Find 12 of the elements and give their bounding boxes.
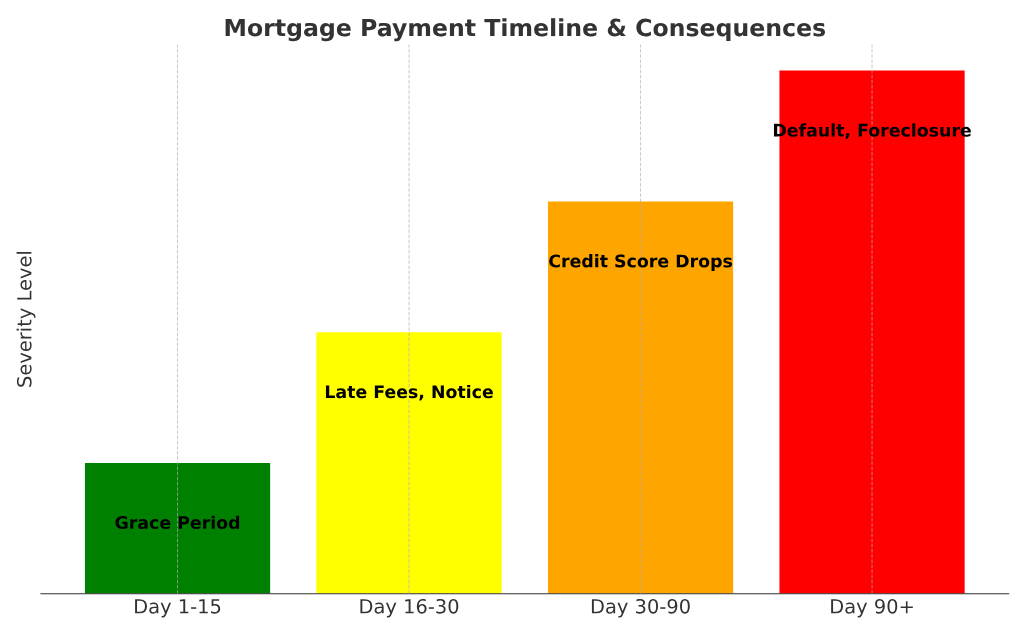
annotation: Late Fees, Notice xyxy=(325,384,493,401)
x-tick-label: Day 30-90 xyxy=(591,598,690,618)
annotation: Grace Period xyxy=(115,515,240,530)
bar xyxy=(547,201,734,594)
chart-title: Mortgage Payment Timeline & Consequences xyxy=(225,18,826,42)
x-tick-label: Day 16-30 xyxy=(360,598,459,618)
bar xyxy=(316,332,502,594)
bar xyxy=(84,462,271,594)
y-axis-title: Severity Level xyxy=(16,252,36,387)
x-tick-label: Day 90+ xyxy=(831,598,913,618)
x-tick-label: Day 1-15 xyxy=(135,599,221,618)
annotation: Credit Score Drops xyxy=(549,254,733,271)
